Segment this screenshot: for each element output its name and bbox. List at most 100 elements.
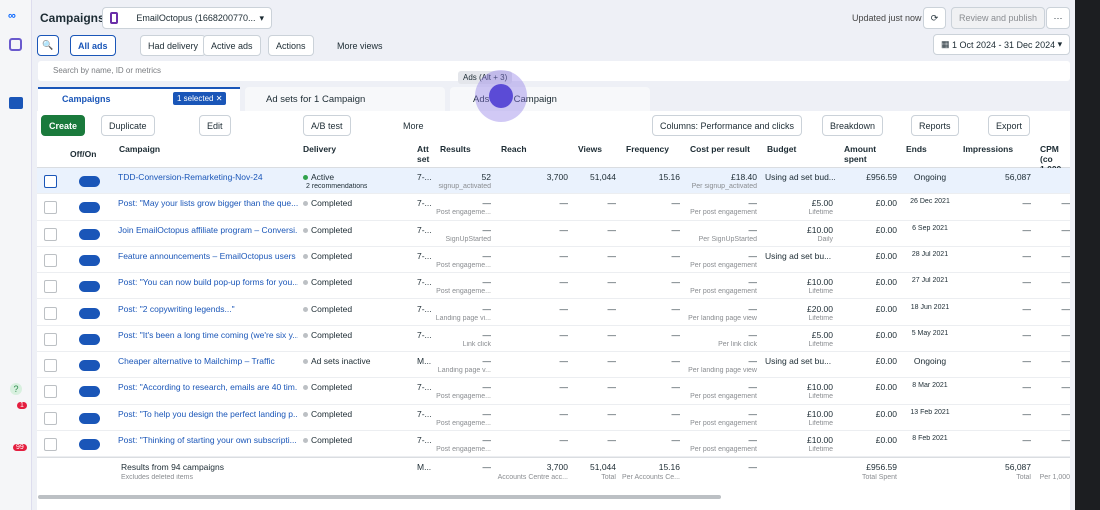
column-header[interactable]: Results	[440, 144, 471, 154]
toolbar-button[interactable]: Reports	[911, 115, 959, 136]
cell-name[interactable]: Post: "It's been a long time coming (we'…	[118, 329, 298, 340]
toolbar-button[interactable]: Columns: Performance and clicks	[652, 115, 803, 136]
toggle[interactable]	[79, 202, 100, 214]
cell-name[interactable]: Join EmailOctopus affiliate program – Co…	[118, 224, 298, 235]
toggle[interactable]	[79, 333, 100, 345]
cell-note: Per post engagement	[690, 446, 757, 453]
row-checkbox[interactable]	[44, 385, 57, 399]
more-button[interactable]: ···	[1046, 7, 1070, 29]
footer-note: Excludes deleted items	[121, 474, 193, 481]
scrollbar[interactable]	[38, 495, 721, 499]
column-header[interactable]: Budget	[767, 144, 797, 154]
toggle[interactable]	[79, 360, 100, 372]
cell-name[interactable]: Post: "2 copywriting legends..."	[118, 303, 235, 314]
account-selector[interactable]: EmailOctopus (1668200770... ▾	[102, 7, 272, 29]
column-header[interactable]: Ends	[906, 144, 927, 154]
column-header[interactable]: Frequency	[626, 144, 669, 154]
toolbar-button[interactable]: Breakdown	[822, 115, 884, 136]
filter-button[interactable]: All ads	[70, 35, 116, 56]
review-publish-button[interactable]: Review and publish	[951, 7, 1046, 29]
table-row	[37, 168, 1070, 195]
cell-spent: £0.00	[875, 382, 897, 393]
toggle[interactable]	[79, 254, 100, 266]
column-header[interactable]: Att set	[417, 144, 430, 164]
tab-ads[interactable]: Ads for 1 Campaign	[450, 87, 650, 111]
row-checkbox[interactable]	[44, 359, 57, 373]
toolbar-button[interactable]: A/B test	[303, 115, 351, 136]
filter-button[interactable]: Had delivery	[140, 35, 207, 56]
footer-note: Total Spent	[861, 474, 897, 481]
row-checkbox[interactable]	[44, 227, 57, 241]
cell-delivery: Completed	[311, 303, 353, 314]
nav-icon-active[interactable]	[9, 97, 23, 109]
column-header[interactable]: Cost per result	[690, 144, 750, 154]
search-button[interactable]: 🔍	[37, 35, 59, 56]
cell-name[interactable]: Post: "To help you design the perfect la…	[118, 408, 298, 419]
cell-frequency: —	[671, 198, 681, 209]
footer-row	[37, 457, 1070, 487]
cell-name[interactable]: Post: "May your lists grow bigger than t…	[118, 198, 298, 209]
cell-name[interactable]: TDD-Conversion-Remarketing-Nov-24	[118, 172, 263, 182]
cell-reach: —	[559, 277, 569, 288]
row-checkbox[interactable]	[44, 306, 57, 320]
toggle[interactable]	[79, 176, 100, 187]
footer-cost: —	[748, 462, 758, 472]
row-checkbox[interactable]	[44, 280, 57, 294]
search-input[interactable]: Search by name, ID or metrics	[38, 61, 1070, 81]
status-dot	[303, 280, 308, 286]
cell-name[interactable]: Cheaper alternative to Mailchimp – Traff…	[118, 356, 275, 367]
row-checkbox[interactable]	[44, 253, 57, 267]
page-title: Campaigns	[40, 11, 105, 25]
nav-icon[interactable]	[9, 38, 22, 51]
row-checkbox[interactable]	[44, 438, 57, 451]
toggle[interactable]	[79, 307, 100, 319]
cell-name[interactable]: Feature announcements – EmailOctopus use…	[118, 250, 298, 261]
filter-button[interactable]: Actions	[268, 35, 314, 56]
date-range[interactable]: ▦ 1 Oct 2024 - 31 Dec 2024 ▾	[933, 34, 1071, 55]
cell-impressions: —	[1022, 224, 1032, 235]
toolbar-button[interactable]: Duplicate	[101, 115, 155, 136]
cell-results: 52	[481, 172, 491, 182]
tab-adsets[interactable]: Ad sets for 1 Campaign	[245, 87, 445, 111]
help-icon[interactable]: ?	[10, 383, 22, 395]
cell-cpm: —	[1061, 382, 1071, 393]
toggle[interactable]	[79, 439, 100, 450]
toggle[interactable]	[79, 386, 100, 398]
toolbar-button[interactable]: More	[396, 115, 431, 136]
selection-chip[interactable]: 1 selected ✕	[173, 92, 227, 105]
toggle[interactable]	[79, 228, 100, 240]
toggle[interactable]	[79, 281, 100, 293]
cell-name[interactable]: Post: "Thinking of starting your own sub…	[118, 435, 297, 445]
toolbar-button[interactable]: Export	[988, 115, 1031, 136]
updated-text: Updated just now	[852, 13, 922, 23]
column-header[interactable]: Amount spent	[844, 144, 877, 164]
column-header[interactable]: Delivery	[303, 144, 337, 154]
column-header[interactable]: Off/On	[70, 149, 97, 159]
row-checkbox[interactable]	[44, 332, 57, 346]
cell-attr: 7-...	[417, 172, 432, 182]
cell-name[interactable]: Post: "According to research, emails are…	[118, 382, 298, 393]
tab-campaigns[interactable]: Campaigns 1 selected ✕	[38, 87, 240, 111]
cell-results: —	[482, 198, 492, 209]
toolbar-button[interactable]: Edit	[199, 115, 231, 136]
cell-name[interactable]: Post: "You can now build pop-up forms fo…	[118, 277, 298, 288]
footer-note: Total	[601, 474, 616, 481]
toolbar-button[interactable]: Create	[41, 115, 86, 136]
footer-views: 51,044	[590, 462, 616, 472]
refresh-button[interactable]: ⟳	[923, 7, 946, 29]
filter-button[interactable]: Active ads	[203, 35, 261, 56]
footer-note: Per 1,000	[1039, 474, 1070, 481]
column-header[interactable]: Impressions	[963, 144, 1014, 154]
meta-logo[interactable]: ∞	[8, 10, 16, 22]
cell-reach: —	[559, 329, 569, 340]
cell-cpm: —	[1061, 250, 1071, 261]
filter-button[interactable]: More views	[337, 40, 383, 51]
column-header[interactable]: Reach	[501, 144, 527, 154]
row-checkbox[interactable]	[44, 175, 57, 188]
column-header[interactable]: Campaign	[119, 144, 161, 154]
column-header[interactable]: Views	[578, 144, 602, 154]
cell-impressions: —	[1022, 250, 1032, 261]
row-checkbox[interactable]	[44, 411, 57, 425]
toggle[interactable]	[79, 412, 100, 424]
row-checkbox[interactable]	[44, 201, 57, 215]
